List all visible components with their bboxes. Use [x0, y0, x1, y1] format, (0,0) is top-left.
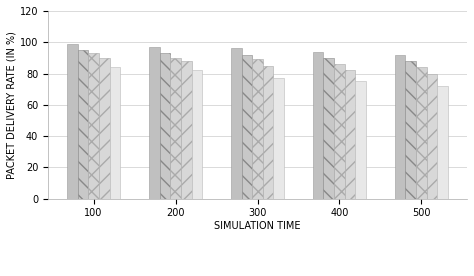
Bar [438, 86, 448, 199]
Bar [191, 70, 202, 199]
Bar [160, 53, 170, 199]
Bar [313, 52, 323, 199]
Bar [273, 78, 284, 199]
Bar [109, 67, 120, 199]
Bar [99, 58, 109, 199]
Bar [181, 61, 191, 199]
Bar [67, 44, 78, 199]
Bar [405, 61, 416, 199]
Y-axis label: PACKET DELIVERY RATE (IN %): PACKET DELIVERY RATE (IN %) [7, 31, 17, 179]
Bar [88, 53, 99, 199]
Bar [170, 58, 181, 199]
Bar [395, 55, 405, 199]
Bar [334, 64, 345, 199]
Bar [345, 70, 356, 199]
Bar [416, 67, 427, 199]
Bar [427, 73, 438, 199]
Bar [149, 47, 160, 199]
Bar [242, 55, 252, 199]
Bar [78, 50, 88, 199]
Bar [263, 66, 273, 199]
Bar [252, 59, 263, 199]
Bar [323, 58, 334, 199]
X-axis label: SIMULATION TIME: SIMULATION TIME [214, 221, 301, 231]
Bar [231, 49, 242, 199]
Bar [356, 81, 366, 199]
